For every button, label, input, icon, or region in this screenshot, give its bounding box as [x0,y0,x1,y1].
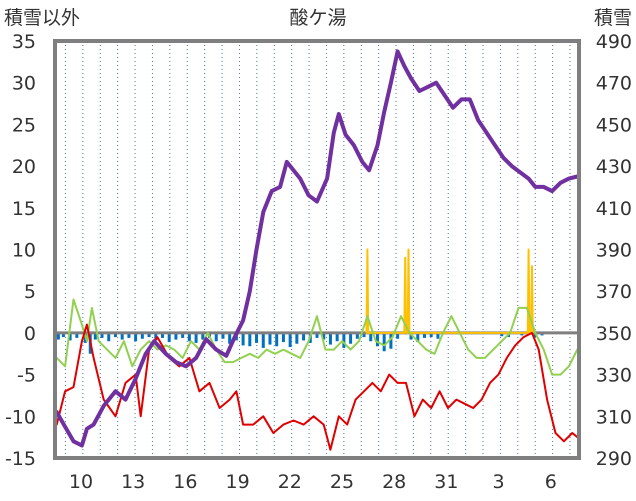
bar [100,332,104,338]
bar [61,332,65,338]
bar [436,332,440,339]
left-tick-label: 30 [12,73,36,95]
bar [261,332,265,348]
bar [500,332,504,337]
bar [416,332,420,343]
bar [127,332,131,338]
left-tick-label: -15 [5,448,36,470]
bar [181,332,185,338]
bar [221,332,225,339]
bar [201,332,205,340]
bar [147,332,151,338]
bar [429,332,433,338]
bar [93,332,97,340]
bar [241,332,245,346]
x-tick-label: 10 [69,471,93,493]
bar [194,332,198,343]
bar [68,332,72,341]
plot-frame [53,39,581,460]
x-tick-label: 28 [382,471,406,493]
left-tick-label: 0 [24,323,36,345]
left-tick-label: 10 [12,240,36,262]
right-axis-ticks: 490 470 450 430 410 390 370 350 330 310 290 [596,31,632,470]
plot-area [54,49,580,451]
bar [375,332,379,347]
right-tick-label: 290 [596,448,632,470]
bar [342,332,346,348]
bar [396,332,400,339]
bar [107,332,111,342]
bar [187,332,191,342]
x-tick-label: 22 [278,471,302,493]
right-tick-label: 330 [596,365,632,387]
bar [355,332,359,339]
series-line [55,323,579,451]
right-tick-label: 490 [596,31,632,53]
right-tick-label: 430 [596,156,632,178]
bar [302,332,306,341]
bar [255,332,259,343]
x-tick-label: 16 [173,471,197,493]
series-line [54,49,580,448]
bar [120,332,124,340]
bar [134,332,138,342]
bar [228,332,232,344]
left-tick-label: 25 [12,114,36,136]
right-axis-label: 積雪 [594,7,632,29]
left-axis-ticks: 35 30 25 20 15 10 5 0 -5 -10 -15 [5,31,36,470]
bar [268,332,272,345]
bar [422,332,426,338]
right-tick-label: 470 [596,73,632,95]
bar [140,332,144,339]
right-tick-label: 370 [596,281,632,303]
bar [160,332,164,338]
bar [288,332,292,348]
right-tick-label: 410 [596,198,632,220]
bar [154,332,158,341]
bar [335,332,339,342]
bar [349,332,353,344]
series-line [55,298,579,376]
bar [214,332,218,342]
x-axis-ticks: 10 13 16 19 22 25 28 31 3 6 [69,471,557,493]
bar [281,332,285,343]
bar [328,332,332,345]
bar [369,332,373,342]
bar [389,332,393,349]
x-tick-label: 31 [434,471,458,493]
bar [113,332,117,338]
bar [409,332,413,340]
right-tick-label: 350 [596,323,632,345]
left-tick-label: -5 [17,365,36,387]
bar [295,332,299,344]
left-tick-label: 5 [24,281,36,303]
bar [315,332,319,338]
x-tick-label: 6 [545,471,557,493]
bar [248,332,252,347]
right-tick-label: 390 [596,240,632,262]
bar [322,332,326,340]
left-tick-label: -10 [5,406,36,428]
x-tick-label: 13 [121,471,145,493]
bar [362,332,366,338]
x-tick-label: 19 [226,471,250,493]
left-tick-label: 15 [12,198,36,220]
grid-lines [64,41,571,458]
left-tick-label: 20 [12,156,36,178]
left-tick-label: 35 [12,31,36,53]
bar [167,332,171,343]
bar [56,332,60,340]
bar [275,332,279,347]
right-tick-label: 310 [596,406,632,428]
right-tick-label: 450 [596,114,632,136]
left-axis-label: 積雪以外 [4,7,80,29]
bar [75,332,79,338]
chart-title: 酸ケ湯 [289,7,346,29]
x-tick-label: 25 [330,471,354,493]
x-tick-label: 3 [493,471,505,493]
bar [382,332,386,352]
bar [174,332,178,340]
